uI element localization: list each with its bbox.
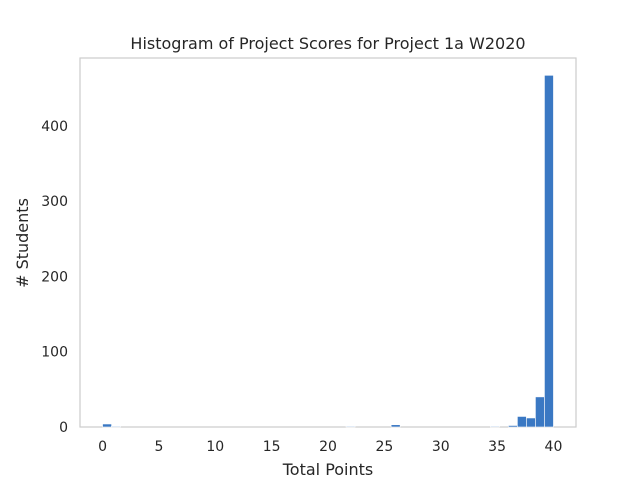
x-tick-labels: 0 5 10 15 20 25 30 35 40	[98, 439, 562, 455]
histogram-bar	[526, 417, 536, 428]
y-tick-label: 400	[41, 119, 68, 135]
histogram-bar	[345, 425, 356, 428]
x-tick-label: 10	[206, 439, 224, 455]
x-tick-label: 40	[545, 439, 563, 455]
x-tick-label: 15	[263, 439, 281, 455]
chart-title: Histogram of Project Scores for Project …	[130, 34, 525, 53]
bars-layer	[102, 75, 554, 428]
histogram-bar	[490, 425, 500, 428]
x-tick-label: 30	[432, 439, 450, 455]
plot-area	[79, 57, 577, 428]
histogram-bar	[517, 416, 527, 428]
histogram-bar	[102, 423, 112, 428]
x-tick-label: 20	[319, 439, 337, 455]
y-tick-label: 100	[41, 345, 68, 361]
x-tick-label: 0	[98, 439, 107, 455]
y-tick-labels: 0 100 200 300 400	[41, 119, 68, 436]
x-tick-label: 35	[488, 439, 506, 455]
histogram-bar	[508, 425, 518, 428]
histogram-bar	[390, 424, 401, 428]
y-tick-label: 0	[59, 420, 68, 436]
x-axis-label: Total Points	[282, 460, 374, 479]
y-tick-label: 300	[41, 194, 68, 210]
histogram-bar	[535, 396, 545, 428]
x-tick-label: 5	[154, 439, 163, 455]
y-axis-label: # Students	[13, 198, 32, 288]
y-tick-label: 200	[41, 269, 68, 285]
x-tick-label: 25	[375, 439, 393, 455]
histogram-bar	[111, 425, 121, 428]
histogram-bar	[544, 75, 554, 428]
